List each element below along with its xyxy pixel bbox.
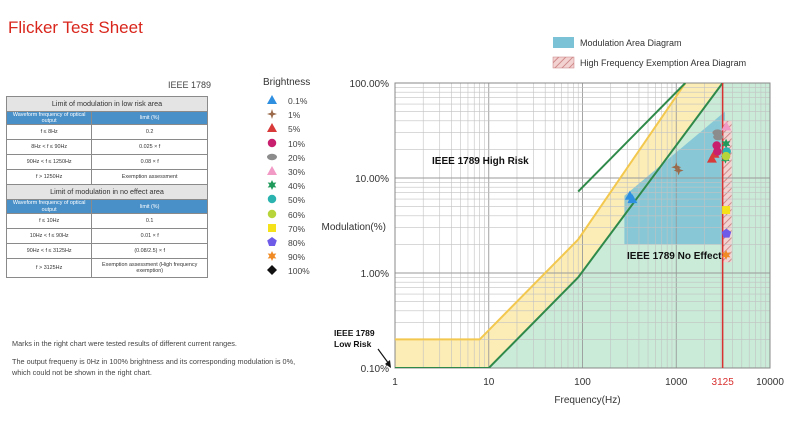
legend-swatch <box>553 37 574 48</box>
no-effect-boundary-line <box>395 83 724 368</box>
x-tick-label: 1000 <box>665 377 688 388</box>
x-tick-label: 3125 <box>712 377 735 388</box>
grid <box>394 82 771 369</box>
low-risk-label: IEEE 1789 <box>334 328 375 338</box>
y-axis-label: Modulation(%) <box>322 222 386 233</box>
data-point <box>627 194 638 204</box>
brightness-legend-label: 30% <box>288 166 306 177</box>
page-title: Flicker Test Sheet <box>8 18 143 37</box>
circle-icon <box>267 138 277 147</box>
brightness-legend-label: 50% <box>288 195 306 206</box>
hf-exemption-area <box>722 120 732 263</box>
legend-label: Modulation Area Diagram <box>580 38 682 48</box>
triangle-icon <box>267 165 277 175</box>
brightness-legend-label: 60% <box>288 209 306 220</box>
square-icon <box>268 223 276 232</box>
low-risk-boundary-line <box>395 83 687 341</box>
brightness-legend-label: 90% <box>288 252 306 263</box>
legend-label: High Frequency Exemption Area Diagram <box>580 58 746 68</box>
legend-swatch <box>552 56 575 69</box>
triangle-icon <box>267 95 277 104</box>
y-tick-label: 10.00% <box>355 174 389 185</box>
data-point <box>713 147 722 156</box>
table-header: Waveform frequency of optical output <box>5 110 93 126</box>
circle-icon <box>267 209 277 218</box>
y-tick-label: 100.00% <box>350 79 390 90</box>
pentagon-icon <box>267 236 277 246</box>
data-points <box>624 121 732 260</box>
data-point <box>706 153 717 163</box>
y-tick-label: 0.10% <box>361 364 389 375</box>
brightness-label: Brightness <box>263 77 311 88</box>
triangle-icon <box>267 165 277 175</box>
table-header: Waveform frequency of optical output <box>5 199 93 214</box>
standard-label: IEEE 1789 <box>168 80 212 90</box>
star6-icon <box>267 180 277 191</box>
no-effect-table-caption: Limit of modulation in no effect area <box>6 184 208 201</box>
data-point <box>721 151 731 161</box>
x-tick-label: 10 <box>483 377 495 388</box>
data-point <box>673 165 684 176</box>
data-point <box>721 138 731 149</box>
brightness-legend-label: 1% <box>288 110 301 121</box>
brightness-legend-label: 10% <box>288 138 306 149</box>
table-header: limit (%) <box>91 110 208 126</box>
arrow-head-icon <box>385 360 391 368</box>
star6-icon <box>267 251 277 262</box>
data-point <box>713 133 724 141</box>
brightness-legend-label: 20% <box>288 152 306 163</box>
data-point <box>721 249 731 260</box>
diamond-icon <box>267 265 277 276</box>
low-risk-pointer-arrow <box>377 348 390 365</box>
brightness-legend-label: 100% <box>288 266 310 277</box>
diamond-icon <box>267 265 277 276</box>
low-risk-label: Low Risk <box>334 339 372 349</box>
high-risk-boundary-line <box>577 83 687 193</box>
brightness-legend-label: 40% <box>288 181 306 192</box>
circle-icon <box>267 138 277 147</box>
circle-icon <box>267 195 277 204</box>
chart-area-legend: Modulation Area Diagram High Frequency Ex… <box>552 37 746 69</box>
star4-icon <box>267 109 277 120</box>
table-header: limit (%) <box>91 199 208 214</box>
low-risk-limit-table: Limit of modulation in low risk area Wav… <box>5 96 208 278</box>
circle-icon <box>267 195 277 204</box>
brightness-legend-label: 80% <box>288 237 306 248</box>
triangle-icon <box>267 95 277 104</box>
high-risk-label: IEEE 1789 High Risk <box>432 156 529 167</box>
table-cell: Exemption assessment (High frequency exe… <box>91 257 208 278</box>
ellipse-icon <box>267 153 277 160</box>
note-zero-frequency: The output frequeny is 0Hz in 100% brigh… <box>12 357 296 377</box>
ellipse-icon <box>267 153 277 160</box>
x-tick-label: 1 <box>392 377 398 388</box>
x-axis-label: Frequency(Hz) <box>554 395 620 406</box>
data-point <box>721 228 732 238</box>
table-cell: f > 3125Hz <box>5 257 93 278</box>
data-point <box>722 206 731 215</box>
star6-icon <box>267 180 277 191</box>
brightness-legend-label: 0.1% <box>288 96 308 106</box>
circle-icon <box>267 209 277 218</box>
x-tick-label: 10000 <box>756 377 784 388</box>
x-tick-label: 100 <box>574 377 591 388</box>
data-point <box>721 121 732 131</box>
triangle-icon <box>267 123 277 133</box>
y-tick-label: 1.00% <box>361 269 389 280</box>
star6-icon <box>267 251 277 262</box>
brightness-legend-label: 5% <box>288 124 301 135</box>
star4-icon <box>267 109 277 120</box>
triangle-icon <box>267 123 277 133</box>
pentagon-icon <box>267 236 277 246</box>
square-icon <box>268 223 276 232</box>
note-test-results: Marks in the right chart were tested res… <box>12 339 237 348</box>
no-effect-label: IEEE 1789 No Effect <box>627 251 722 262</box>
brightness-legend-label: 70% <box>288 223 306 234</box>
data-point <box>671 162 682 173</box>
